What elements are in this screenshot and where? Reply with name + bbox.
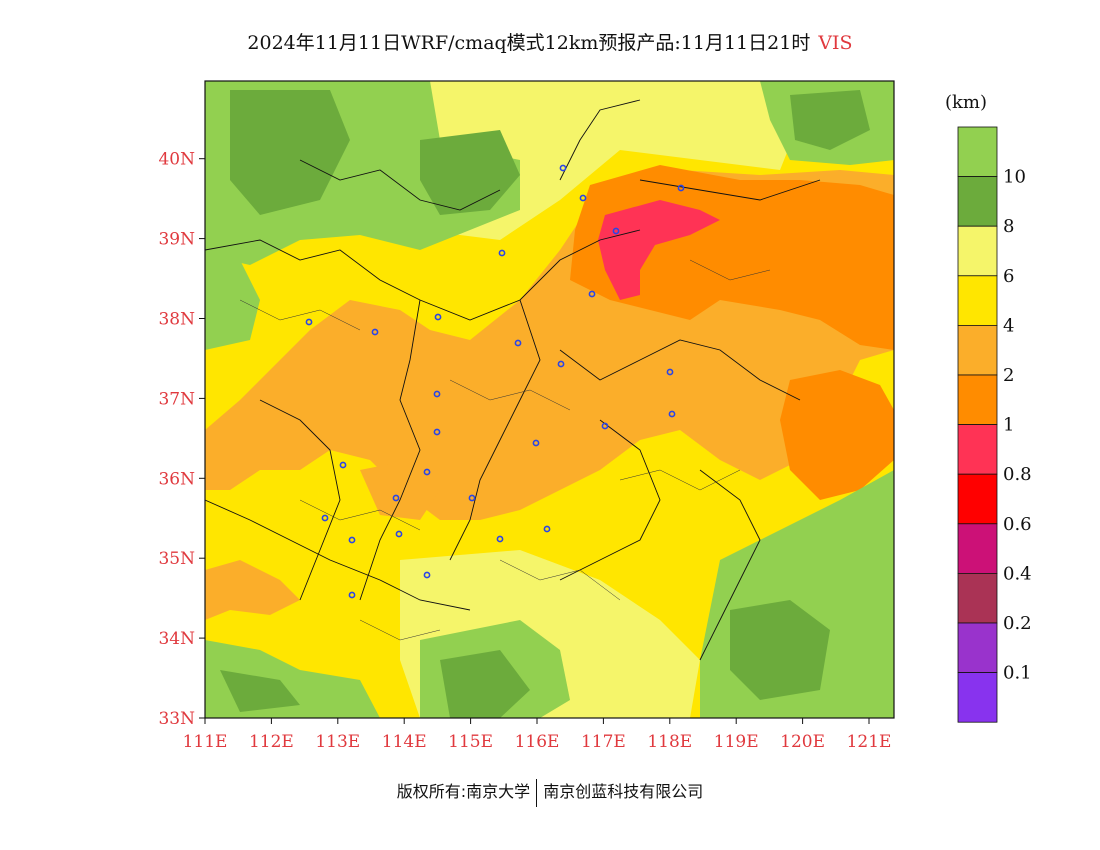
colorbar-label: 0.6	[1003, 514, 1032, 535]
colorbar-swatch	[957, 176, 998, 227]
city-marker	[557, 360, 565, 368]
colorbar-swatch	[957, 672, 998, 723]
city-marker	[559, 164, 567, 172]
city-marker	[434, 313, 442, 321]
city-marker	[433, 390, 441, 398]
lat-tick-label: 33N	[158, 709, 195, 729]
lon-tick-label: 121E	[847, 732, 892, 752]
footer-left: 版权所有:南京大学	[396, 782, 531, 801]
colorbar-label: 6	[1003, 266, 1014, 287]
city-marker	[423, 468, 431, 476]
city-marker	[392, 494, 400, 502]
city-marker	[423, 571, 431, 579]
city-marker	[468, 494, 476, 502]
city-marker	[305, 318, 313, 326]
lon-tick-label: 111E	[183, 732, 228, 752]
field-dark-green-north	[420, 130, 520, 215]
lat-tick-label: 39N	[158, 230, 195, 250]
city-markers	[305, 164, 685, 599]
city-marker	[543, 525, 551, 533]
city-marker	[321, 514, 329, 522]
city-marker	[601, 422, 609, 430]
colorbar-swatch	[957, 523, 998, 574]
field-dark-green-southeast	[730, 600, 830, 700]
footer-right: 南京创蓝科技有限公司	[543, 782, 704, 801]
lat-tick-label: 38N	[158, 310, 195, 330]
colorbar-swatch	[957, 573, 998, 624]
colorbar-swatch	[957, 126, 998, 177]
field-dark-green-northeast	[790, 90, 870, 150]
city-marker	[668, 410, 676, 418]
colorbar-swatch	[957, 622, 998, 673]
latitude-axis: 33N 34N 35N 36N 37N 38N 39N 40N	[158, 150, 205, 729]
field-orange-south-central	[360, 460, 440, 520]
lon-tick-label: 118E	[647, 732, 692, 752]
copyright-footer: 版权所有:南京大学 南京创蓝科技有限公司	[0, 778, 1100, 807]
colorbar-label: 8	[1003, 216, 1014, 237]
city-marker	[579, 194, 587, 202]
colorbar-swatch	[957, 374, 998, 425]
city-marker	[433, 428, 441, 436]
field-dark-green-northwest	[230, 90, 350, 215]
lat-tick-label: 36N	[158, 469, 195, 489]
city-marker	[339, 461, 347, 469]
county-lines	[239, 259, 771, 641]
footer-separator	[536, 778, 538, 807]
city-marker	[612, 227, 620, 235]
map-frame	[204, 80, 895, 719]
lon-tick-label: 116E	[515, 732, 560, 752]
lon-tick-label: 114E	[382, 732, 427, 752]
city-marker	[348, 536, 356, 544]
city-marker	[666, 368, 674, 376]
city-marker	[371, 328, 379, 336]
colorbar-label: 0.8	[1003, 464, 1032, 485]
lon-tick-label: 120E	[780, 732, 825, 752]
map-title: 2024年11月11日WRF/cmaq模式12km预报产品:11月11日21时 V…	[0, 28, 1100, 55]
lat-tick-label: 37N	[158, 389, 195, 409]
visibility-field	[205, 81, 894, 718]
colorbar-label: 2	[1003, 365, 1014, 386]
field-dark-green-southwest	[220, 670, 300, 712]
longitude-axis: 111E 112E 113E 114E 115E 116E 117E 118E 119E 120E…	[183, 718, 892, 752]
colorbar-swatch	[957, 424, 998, 475]
city-marker	[395, 530, 403, 538]
field-dark-green-south	[440, 650, 530, 718]
lat-tick-label: 35N	[158, 549, 195, 569]
field-deep-orange-east	[780, 370, 894, 500]
field-red-core	[598, 200, 720, 300]
colorbar-swatch	[957, 473, 998, 525]
colorbar-unit: (km)	[945, 92, 987, 113]
city-marker	[588, 290, 596, 298]
colorbar-swatch	[957, 324, 998, 376]
colorbar: 10 8 6 4 2 1 0.8 0.6 0.4 0.2 0.1	[957, 126, 1032, 723]
boundary-lines	[205, 99, 821, 661]
city-marker	[498, 249, 506, 257]
colorbar-label: 0.4	[1003, 563, 1032, 584]
lon-tick-label: 117E	[581, 732, 626, 752]
lon-tick-label: 119E	[714, 732, 759, 752]
city-marker	[514, 339, 522, 347]
lon-tick-label: 115E	[448, 732, 493, 752]
lat-tick-label: 34N	[158, 629, 195, 649]
colorbar-label: 10	[1003, 167, 1026, 188]
colorbar-label: 4	[1003, 315, 1014, 336]
city-marker	[532, 439, 540, 447]
field-green-west	[205, 250, 260, 350]
lon-tick-label: 112E	[249, 732, 294, 752]
lat-tick-label: 40N	[158, 150, 195, 170]
city-marker	[348, 591, 356, 599]
title-main: 2024年11月11日WRF/cmaq模式12km预报产品:11月11日21时	[247, 32, 811, 54]
field-orange-southwest	[205, 560, 300, 620]
colorbar-label: 1	[1003, 415, 1014, 436]
colorbar-label: 0.1	[1003, 663, 1032, 684]
lon-tick-label: 113E	[315, 732, 360, 752]
colorbar-label: 0.2	[1003, 613, 1032, 634]
colorbar-swatch	[957, 225, 998, 277]
title-variable: VIS	[818, 32, 853, 54]
colorbar-swatch	[957, 275, 998, 326]
city-marker	[677, 184, 685, 192]
city-marker	[496, 535, 504, 543]
